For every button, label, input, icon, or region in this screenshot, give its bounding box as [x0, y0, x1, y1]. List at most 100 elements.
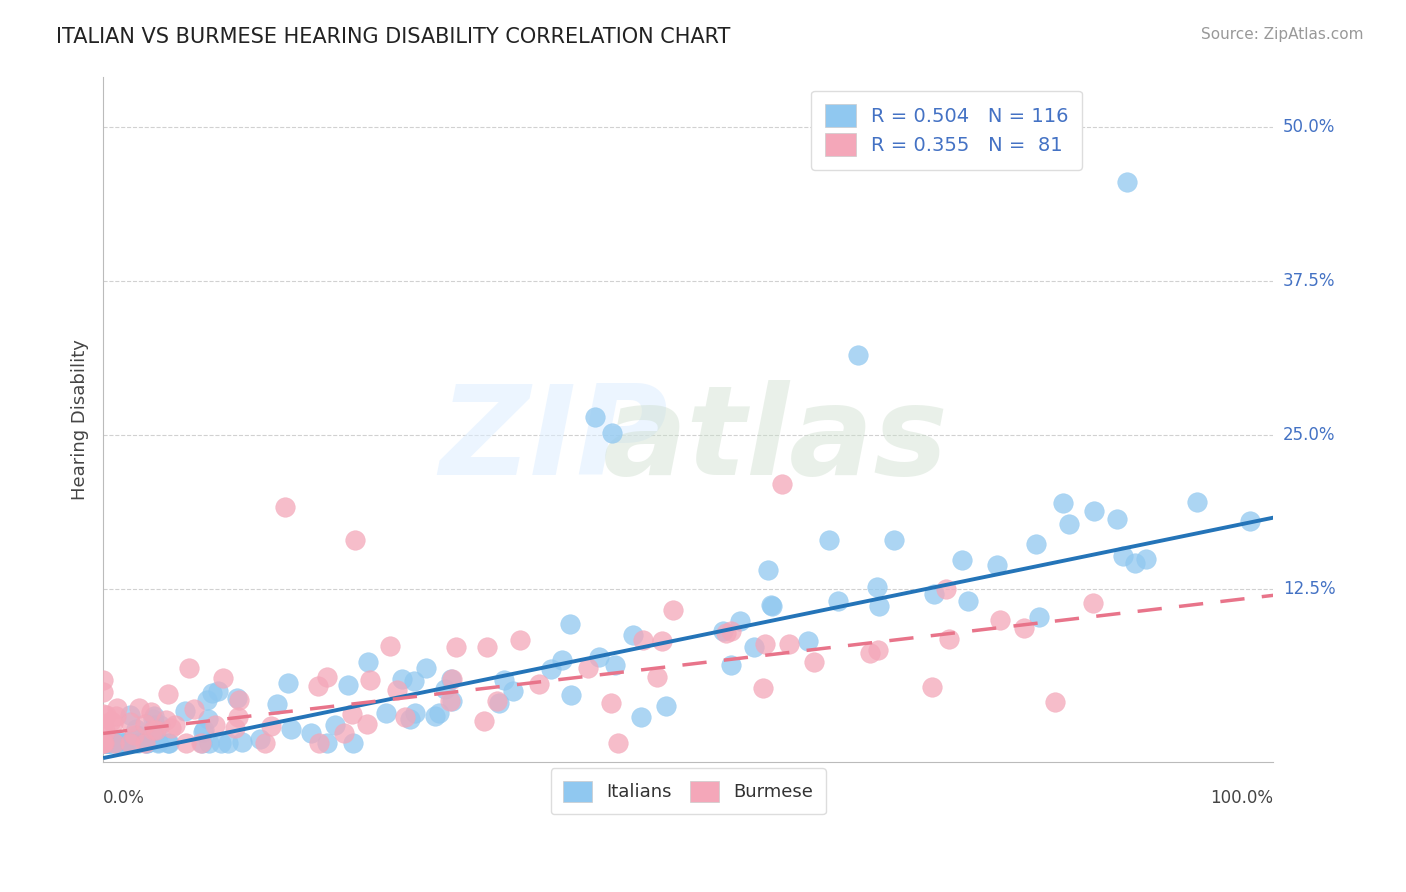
Point — [96, 736, 118, 750]
Point — [485, 693, 508, 707]
Point — [97, 736, 120, 750]
Point — [277, 676, 299, 690]
Point — [1116, 175, 1139, 189]
Point — [93, 736, 115, 750]
Point — [111, 736, 134, 750]
Legend: Italians, Burmese: Italians, Burmese — [551, 768, 825, 814]
Point — [938, 632, 960, 646]
Point — [108, 736, 131, 750]
Point — [803, 655, 825, 669]
Point — [98, 736, 121, 750]
Point — [135, 736, 157, 750]
Point — [607, 736, 630, 750]
Point — [190, 736, 212, 750]
Point — [273, 500, 295, 514]
Point — [193, 723, 215, 738]
Point — [621, 628, 644, 642]
Point — [142, 712, 165, 726]
Point — [527, 677, 550, 691]
Point — [1025, 537, 1047, 551]
Point — [1043, 695, 1066, 709]
Point — [93, 685, 115, 699]
Point — [883, 533, 905, 547]
Point — [434, 682, 457, 697]
Point — [1239, 514, 1261, 528]
Point — [756, 563, 779, 577]
Point — [651, 633, 673, 648]
Point — [399, 712, 422, 726]
Point — [402, 674, 425, 689]
Point — [560, 617, 582, 632]
Point — [231, 734, 253, 748]
Point — [103, 736, 125, 750]
Point — [197, 712, 219, 726]
Point — [107, 736, 129, 750]
Point — [157, 736, 180, 750]
Point — [1057, 516, 1080, 531]
Point — [145, 723, 167, 737]
Point — [105, 701, 128, 715]
Point — [1112, 549, 1135, 563]
Point — [950, 553, 973, 567]
Point — [122, 728, 145, 742]
Text: 12.5%: 12.5% — [1282, 580, 1336, 599]
Point — [94, 723, 117, 738]
Point — [1083, 596, 1105, 610]
Point — [588, 650, 610, 665]
Point — [654, 698, 676, 713]
Point — [127, 736, 149, 750]
Point — [91, 707, 114, 722]
Point — [866, 643, 889, 657]
Point — [104, 736, 127, 750]
Point — [207, 684, 229, 698]
Point — [323, 718, 346, 732]
Point — [711, 624, 734, 639]
Point — [139, 705, 162, 719]
Point — [226, 710, 249, 724]
Point — [759, 598, 782, 612]
Point — [357, 655, 380, 669]
Point — [316, 670, 339, 684]
Text: atlas: atlas — [603, 380, 949, 500]
Point — [576, 661, 599, 675]
Point — [540, 662, 562, 676]
Text: 50.0%: 50.0% — [1282, 118, 1336, 136]
Point — [149, 717, 172, 731]
Text: ITALIAN VS BURMESE HEARING DISABILITY CORRELATION CHART: ITALIAN VS BURMESE HEARING DISABILITY CO… — [56, 27, 731, 46]
Point — [502, 684, 524, 698]
Point — [359, 673, 381, 687]
Point — [440, 672, 463, 686]
Point — [211, 671, 233, 685]
Point — [583, 409, 606, 424]
Point — [174, 736, 197, 750]
Point — [91, 736, 114, 750]
Point — [280, 722, 302, 736]
Point — [332, 726, 354, 740]
Point — [720, 657, 742, 672]
Point — [440, 672, 463, 686]
Point — [157, 687, 180, 701]
Point — [1083, 504, 1105, 518]
Point — [134, 736, 156, 750]
Point — [761, 599, 783, 613]
Point — [343, 533, 366, 547]
Point — [97, 736, 120, 750]
Point — [253, 736, 276, 750]
Point — [157, 736, 180, 750]
Point — [1135, 552, 1157, 566]
Point — [93, 736, 115, 750]
Text: 100.0%: 100.0% — [1211, 789, 1274, 807]
Point — [859, 646, 882, 660]
Y-axis label: Hearing Disability: Hearing Disability — [72, 339, 89, 500]
Point — [342, 736, 364, 750]
Point — [209, 736, 232, 750]
Point — [135, 736, 157, 750]
Point — [118, 715, 141, 730]
Point — [142, 709, 165, 723]
Point — [631, 633, 654, 648]
Point — [260, 719, 283, 733]
Point — [146, 736, 169, 750]
Point — [91, 736, 114, 750]
Point — [818, 533, 841, 547]
Point — [174, 704, 197, 718]
